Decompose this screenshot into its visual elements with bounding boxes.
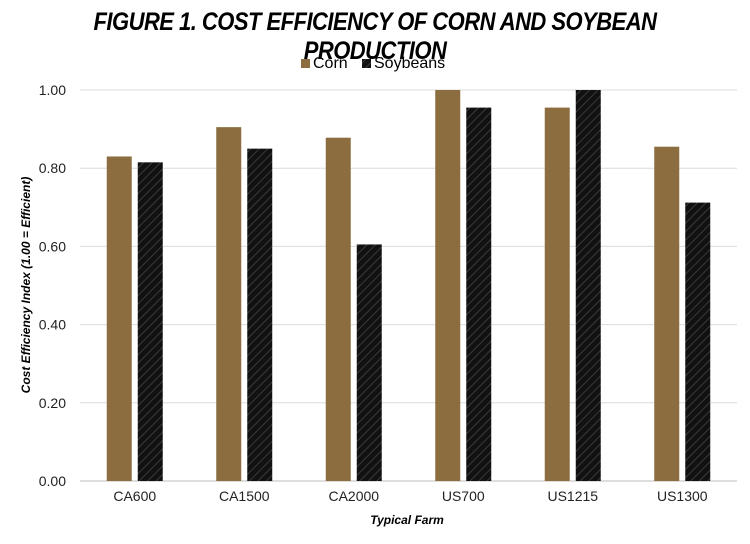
chart-title: FIGURE 1. COST EFFICIENCY OF CORN AND SO… bbox=[93, 8, 657, 65]
bar-soybeans-ca600 bbox=[137, 162, 163, 481]
x-tick-label: CA600 bbox=[113, 488, 156, 504]
bar-soybeans-ca1500 bbox=[247, 148, 273, 481]
y-tick-labels: 0.00 0.20 0.40 0.60 0.80 1.00 bbox=[39, 82, 66, 489]
bar-corn-us1300 bbox=[654, 146, 680, 481]
y-tick-label: 0.00 bbox=[39, 473, 66, 489]
bar-corn-ca600 bbox=[106, 156, 132, 481]
legend-swatch-soybeans bbox=[362, 59, 371, 68]
x-tick-label: CA1500 bbox=[219, 488, 270, 504]
x-tick-label: CA2000 bbox=[328, 488, 379, 504]
x-tick-label: US1215 bbox=[547, 488, 598, 504]
legend-label-soybeans: Soybeans bbox=[374, 55, 445, 72]
bars bbox=[106, 90, 711, 482]
y-tick-label: 0.40 bbox=[39, 317, 66, 333]
y-tick-label: 0.20 bbox=[39, 395, 66, 411]
bar-corn-us1215 bbox=[544, 107, 570, 481]
y-tick-label: 1.00 bbox=[39, 82, 66, 98]
legend: Corn Soybeans bbox=[301, 55, 445, 72]
bar-soybeans-us1215 bbox=[575, 90, 601, 481]
bar-corn-ca1500 bbox=[216, 127, 242, 482]
y-axis-label: Cost Efficiency Index (1.00 = Efficient) bbox=[19, 177, 33, 394]
x-tick-label: US700 bbox=[442, 488, 485, 504]
x-axis-label: Typical Farm bbox=[370, 513, 444, 527]
y-tick-label: 0.80 bbox=[39, 160, 66, 176]
bar-soybeans-us700 bbox=[466, 107, 492, 481]
bar-corn-ca2000 bbox=[325, 137, 351, 481]
gridlines bbox=[80, 89, 737, 482]
bar-corn-us700 bbox=[435, 90, 461, 481]
x-tick-labels: CA600 CA1500 CA2000 US700 US1215 US1300 bbox=[113, 488, 707, 504]
bar-soybeans-us1300 bbox=[685, 202, 711, 481]
x-tick-label: US1300 bbox=[657, 488, 708, 504]
bar-soybeans-ca2000 bbox=[356, 244, 382, 481]
legend-swatch-corn bbox=[301, 59, 310, 68]
legend-label-corn: Corn bbox=[313, 55, 348, 72]
y-tick-label: 0.60 bbox=[39, 238, 66, 254]
